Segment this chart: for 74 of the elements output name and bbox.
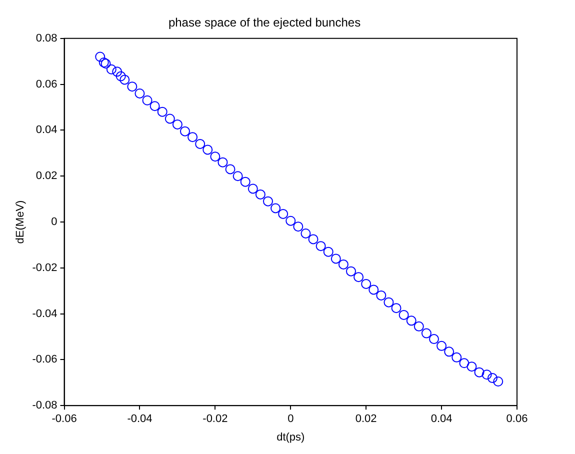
point [210,152,220,162]
point [225,164,236,174]
point [142,95,152,106]
x-axis-title: dt(ps) [276,431,305,444]
x-tick-label: 0.04 [430,413,452,426]
point [202,144,213,155]
point [376,290,386,300]
point [218,157,228,168]
y-tick-label: -0.06 [32,354,58,366]
point [150,101,160,112]
point [436,340,447,351]
point [188,132,198,142]
point [346,266,356,276]
y-tick-label: -0.08 [32,400,58,412]
chart-title: phase space of the ejected bunches [168,16,361,30]
y-tick-label: -0.02 [32,262,58,274]
point [95,52,106,62]
x-tick-label: -0.06 [52,413,77,426]
y-axis-title: dE(MeV) [14,200,27,244]
point [391,303,402,314]
point [270,203,281,214]
x-tick-label: 0.02 [355,413,377,426]
point [248,184,258,194]
point [112,66,122,77]
point [466,362,477,372]
y-tick-label: 0.08 [36,32,58,44]
point [164,114,175,124]
point [493,376,504,387]
y-tick-label: 0.02 [36,170,58,182]
point [482,370,492,380]
point [106,64,116,74]
y-tick-label: 0 [51,216,58,228]
point [195,138,206,149]
point [316,241,326,252]
y-tick-label: -0.04 [32,308,58,320]
point [172,119,182,130]
point [429,334,439,344]
point [120,74,130,85]
point [368,284,379,295]
point [354,272,364,282]
point [278,208,288,219]
point [240,176,250,187]
point [330,254,341,264]
x-tick-label: 0.06 [506,413,528,426]
point [323,246,334,257]
point [421,328,432,338]
point [452,352,462,362]
point [308,234,318,244]
point [286,216,296,226]
point [474,367,484,378]
point [300,228,311,238]
x-tick-label: -0.02 [202,413,228,426]
point [414,321,424,332]
point [180,126,190,136]
point [487,373,498,384]
point [127,82,138,92]
point [406,316,416,326]
point [293,222,304,232]
point [459,358,470,368]
point [398,310,409,320]
point [157,106,168,117]
point [384,297,394,308]
point [361,278,372,289]
point [338,259,348,270]
point [134,88,145,98]
point [444,346,454,357]
point [255,189,266,200]
x-tick-label: -0.04 [127,413,152,426]
point [116,71,126,82]
point [263,196,273,206]
y-tick-label: 0.06 [36,78,58,90]
y-tick-label: 0.04 [36,124,58,136]
point [232,171,243,182]
x-tick-label: 0 [288,413,294,426]
